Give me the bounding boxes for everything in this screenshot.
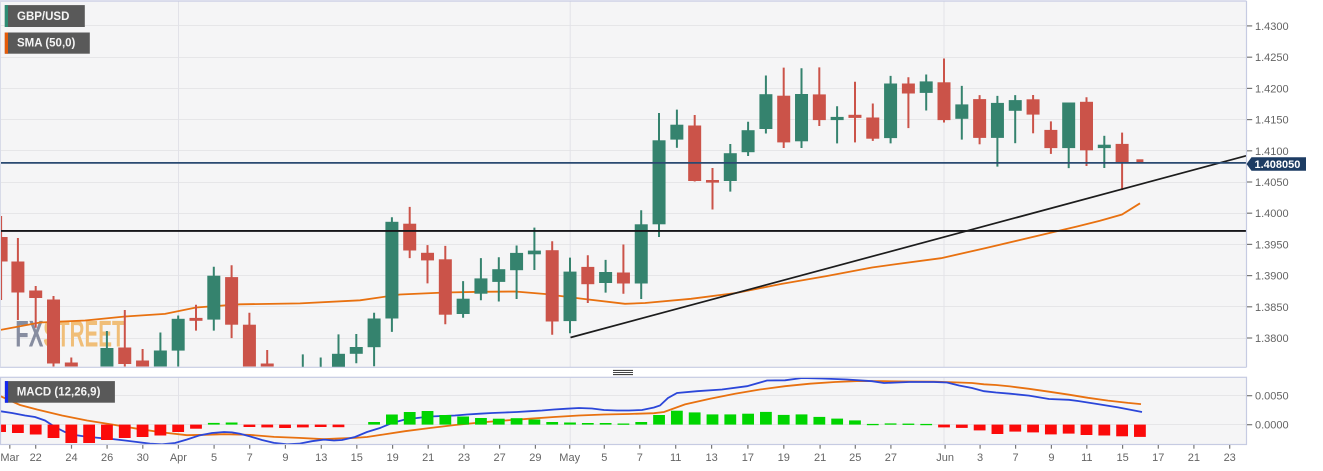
svg-text:5: 5 xyxy=(211,452,217,464)
svg-text:0.0000: 0.0000 xyxy=(1255,420,1289,432)
svg-text:24: 24 xyxy=(65,452,77,464)
svg-text:1.4050: 1.4050 xyxy=(1255,177,1289,189)
svg-text:GBP/USD: GBP/USD xyxy=(17,11,69,23)
svg-text:1.4000: 1.4000 xyxy=(1255,208,1289,220)
svg-text:9: 9 xyxy=(282,452,288,464)
svg-text:1.4300: 1.4300 xyxy=(1255,21,1289,33)
svg-text:1.3850: 1.3850 xyxy=(1255,302,1289,314)
svg-text:5: 5 xyxy=(601,452,607,464)
svg-text:13: 13 xyxy=(705,452,717,464)
svg-text:7: 7 xyxy=(1013,452,1019,464)
svg-text:9: 9 xyxy=(1048,452,1054,464)
svg-text:30: 30 xyxy=(137,452,149,464)
svg-text:1.3800: 1.3800 xyxy=(1255,333,1289,345)
svg-text:11: 11 xyxy=(1081,452,1092,464)
svg-text:1.3950: 1.3950 xyxy=(1255,239,1289,251)
svg-text:17: 17 xyxy=(1152,452,1164,464)
svg-text:7: 7 xyxy=(247,452,253,464)
svg-text:23: 23 xyxy=(1224,452,1236,464)
svg-text:Apr: Apr xyxy=(170,452,187,464)
svg-text:Mar: Mar xyxy=(0,452,19,464)
svg-text:27: 27 xyxy=(493,452,505,464)
svg-text:1.3900: 1.3900 xyxy=(1255,271,1289,283)
svg-text:19: 19 xyxy=(778,452,790,464)
svg-text:21: 21 xyxy=(422,452,434,464)
svg-text:7: 7 xyxy=(637,452,643,464)
svg-text:1.408050: 1.408050 xyxy=(1255,159,1301,171)
svg-text:22: 22 xyxy=(30,452,42,464)
svg-text:1.4100: 1.4100 xyxy=(1255,146,1289,158)
svg-text:0.0050: 0.0050 xyxy=(1255,391,1289,403)
svg-text:MACD (12,26,9): MACD (12,26,9) xyxy=(17,387,101,399)
svg-text:27: 27 xyxy=(885,452,897,464)
svg-text:21: 21 xyxy=(1188,452,1200,464)
svg-text:FX: FX xyxy=(15,312,43,355)
svg-text:19: 19 xyxy=(386,452,398,464)
svg-text:11: 11 xyxy=(670,452,681,464)
svg-text:Jun: Jun xyxy=(936,452,954,464)
svg-text:13: 13 xyxy=(315,452,327,464)
svg-text:May: May xyxy=(559,452,580,464)
svg-text:17: 17 xyxy=(742,452,754,464)
svg-text:25: 25 xyxy=(849,452,861,464)
svg-text:21: 21 xyxy=(814,452,826,464)
svg-text:15: 15 xyxy=(1116,452,1128,464)
svg-text:26: 26 xyxy=(101,452,113,464)
svg-text:23: 23 xyxy=(458,452,470,464)
svg-text:1.4250: 1.4250 xyxy=(1255,52,1289,64)
svg-text:15: 15 xyxy=(351,452,363,464)
svg-text:SMA (50,0): SMA (50,0) xyxy=(17,38,76,50)
svg-text:1.4200: 1.4200 xyxy=(1255,83,1289,95)
svg-text:3: 3 xyxy=(977,452,983,464)
svg-text:1.4150: 1.4150 xyxy=(1255,115,1289,127)
svg-text:29: 29 xyxy=(529,452,541,464)
